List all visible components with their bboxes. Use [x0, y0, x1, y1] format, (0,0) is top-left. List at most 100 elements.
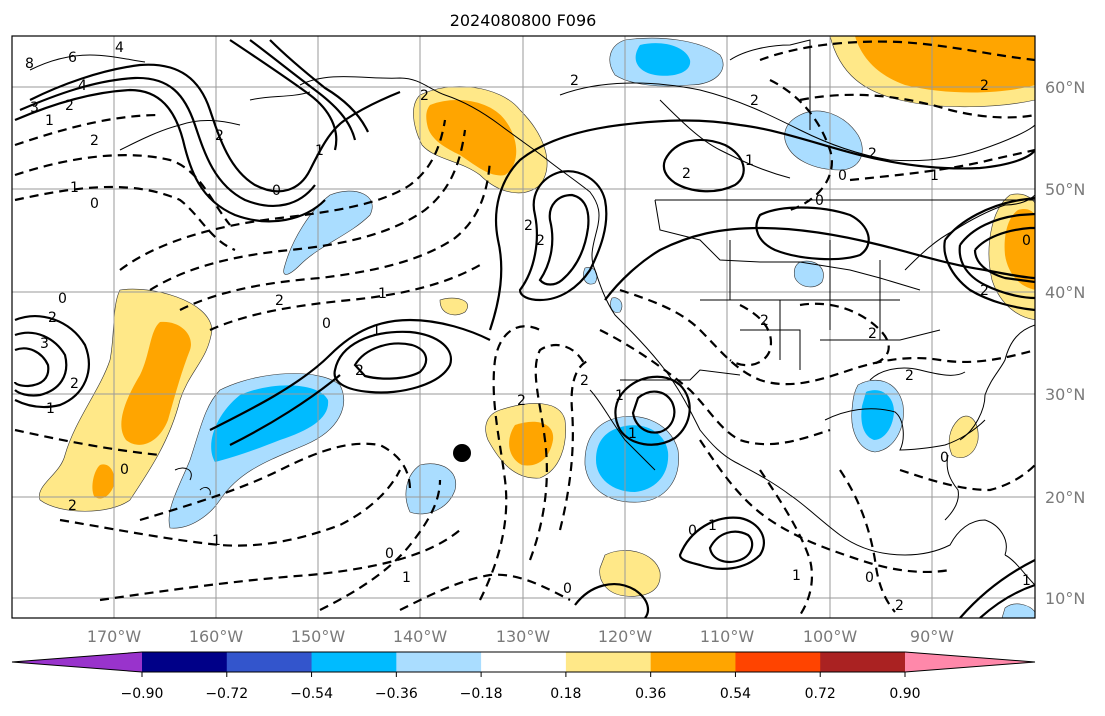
lon-label: 90°W [910, 627, 954, 646]
dashed-contour [59, 469, 401, 547]
contour-label: 1 [792, 568, 801, 584]
solid-contour [14, 331, 68, 397]
colorbar-tick-label: 0.54 [720, 686, 751, 702]
solid-contour [574, 583, 650, 618]
contour-label: 1 [745, 153, 754, 169]
contour-label: 6 [68, 50, 77, 66]
positive-anomaly-region [92, 464, 115, 499]
colorbar-tick-label: −0.90 [121, 686, 164, 702]
positive-anomaly-region [855, 36, 1035, 93]
lat-label: 40°N [1045, 283, 1085, 302]
solid-contour [229, 39, 338, 151]
contour-label: 2 [90, 133, 99, 149]
lat-label: 50°N [1045, 180, 1085, 199]
colorbar-swatch [481, 652, 567, 672]
dashed-contour [528, 343, 586, 561]
contour-label: 0 [272, 183, 281, 199]
negative-anomaly-region [635, 43, 691, 76]
contour-label: 2 [980, 78, 989, 94]
colorbar-tick-label: −0.36 [375, 686, 418, 702]
colorbar-swatch [311, 652, 397, 672]
solid-contour [269, 39, 369, 133]
lon-label: 110°W [700, 627, 755, 646]
lon-label: 160°W [189, 627, 244, 646]
contour-label: 1 [46, 401, 55, 417]
colorbar-tick-label: 0.36 [635, 686, 666, 702]
solid-contour [353, 342, 428, 380]
colorbar-tick-label: 0.72 [805, 686, 836, 702]
contour-label: 2 [980, 283, 989, 299]
lon-label: 130°W [496, 627, 551, 646]
contour-label: 2 [524, 218, 533, 234]
dashed-contour [799, 93, 1035, 119]
dashed-contour [149, 129, 467, 291]
contour-label: 1 [628, 426, 637, 442]
map-panel: 8 6 4 3 2 1 2 1 0 4 2 1 0 2 1 2 2 0 2 1 [11, 35, 1085, 646]
contour-label: 0 [90, 196, 99, 212]
solid-contour [209, 318, 491, 431]
solid-contour [604, 226, 1035, 301]
solid-contour [631, 390, 676, 434]
contour-label: 0 [865, 570, 874, 586]
colorbar [11, 651, 1036, 673]
solid-contour [14, 315, 90, 409]
lon-label: 170°W [87, 627, 142, 646]
filled-circle-marker [453, 444, 471, 462]
contour-label: 2 [355, 363, 364, 379]
dashed-contour [558, 358, 591, 531]
colorbar-swatch [226, 652, 313, 672]
colorbar-swatch [735, 652, 821, 672]
contour-label: 2 [215, 128, 224, 144]
dashed-contour [729, 304, 773, 367]
solid-contour [538, 193, 590, 286]
colorbar-tick-labels: −0.90 −0.72 −0.54 −0.36 −0.18 0.18 0.36 0.54 0.7… [121, 672, 921, 702]
solid-contour [333, 330, 453, 394]
solid-contour [708, 530, 754, 564]
latitude-labels: 60°N 50°N 40°N 30°N 20°N 10°N [1045, 78, 1085, 608]
contour-label: 2 [275, 293, 284, 309]
dashed-contour [99, 529, 461, 602]
dashed-contour [769, 79, 833, 212]
colorbar-swatch [142, 652, 228, 672]
solid-contour [13, 347, 50, 388]
colorbar-swatch [820, 652, 906, 672]
dashed-contour [899, 464, 1035, 492]
contour-label: 0 [688, 523, 697, 539]
solid-contour [229, 374, 341, 446]
negative-anomaly-region [610, 297, 623, 313]
solid-contour [959, 559, 1035, 618]
solid-contour [662, 138, 745, 193]
map-frame [11, 35, 1036, 619]
dashed-contour [759, 40, 1035, 62]
colorbar-swatch [565, 652, 652, 672]
map-title: 2024080800 F096 [450, 11, 597, 30]
solid-contour [678, 516, 766, 570]
contour-label: 4 [115, 40, 124, 56]
lat-label: 10°N [1045, 589, 1085, 608]
solid-contour [488, 119, 1035, 331]
positive-anomaly-region [509, 421, 554, 466]
contour-label: 2 [580, 373, 589, 389]
negative-anomaly-region [1001, 603, 1035, 618]
dashed-contour [119, 119, 447, 271]
contour-label: 2 [682, 166, 691, 182]
contour-label: 1 [930, 168, 939, 184]
positive-anomaly-region [439, 297, 468, 316]
contour-label: 1 [372, 323, 381, 339]
positive-anomaly-region [121, 321, 191, 445]
positive-anomaly-region [426, 100, 517, 176]
dashed-contour [799, 302, 890, 367]
solid-contour [943, 196, 1035, 312]
contour-label: 2 [760, 313, 769, 329]
longitude-labels: 170°W 160°W 150°W 140°W 130°W 120°W 110°… [87, 627, 954, 646]
contour-label: 2 [517, 393, 526, 409]
contour-label: 4 [78, 78, 87, 94]
colorbar-tick-label: −0.72 [205, 686, 248, 702]
colorbar-swatch [396, 652, 482, 672]
solid-contour [19, 76, 316, 207]
lat-label: 20°N [1045, 488, 1085, 507]
contour-label: 3 [40, 336, 49, 352]
lat-label: 60°N [1045, 78, 1085, 97]
contour-label: 1 [615, 388, 624, 404]
dashed-contour [14, 154, 231, 226]
